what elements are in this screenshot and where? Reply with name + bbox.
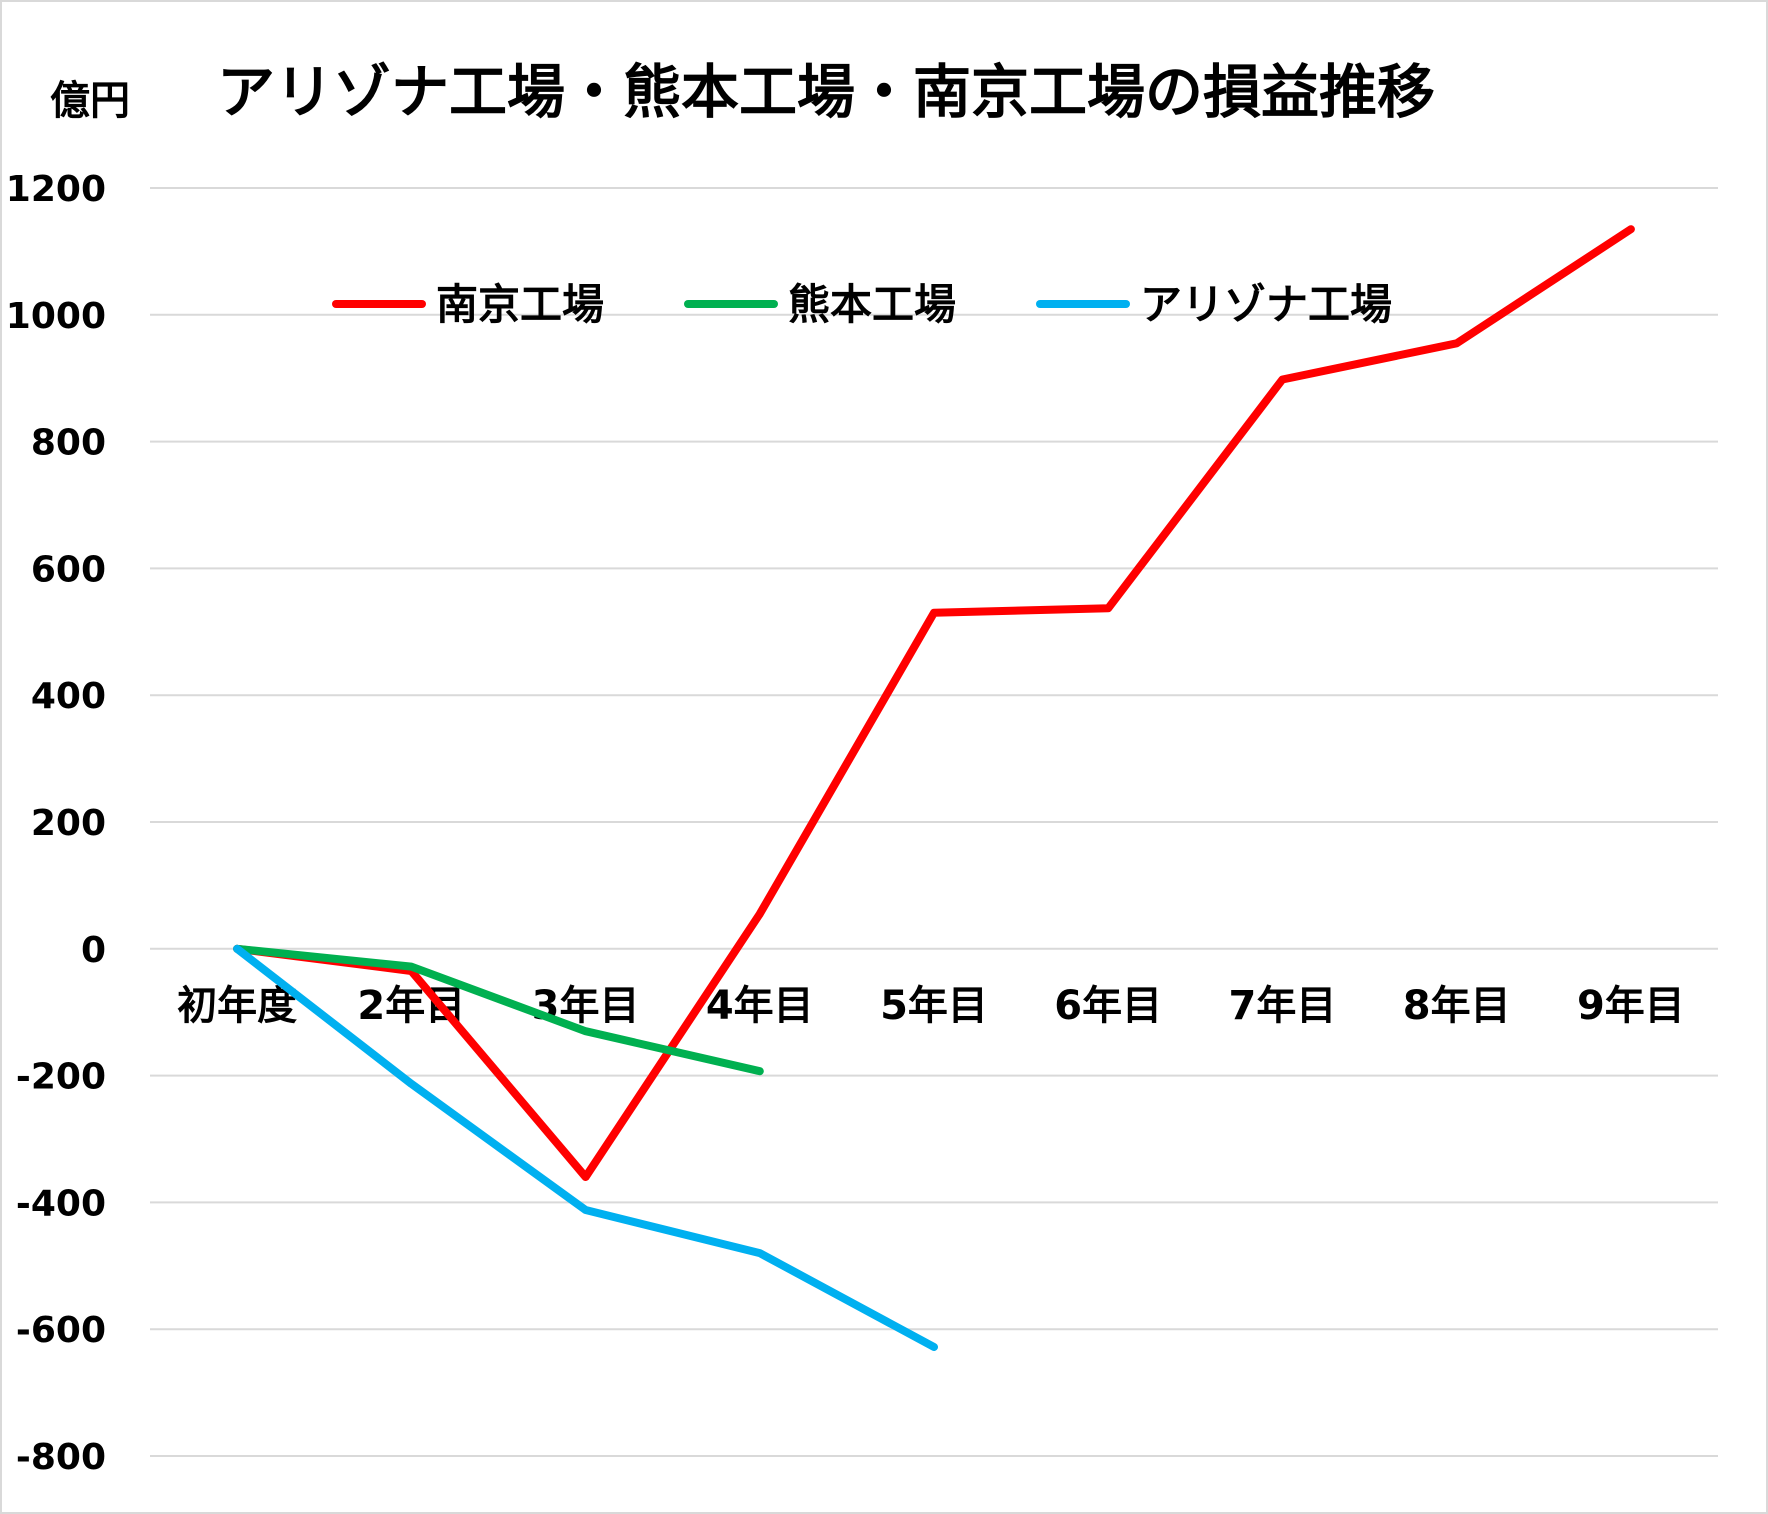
x-tick-label: 初年度 — [177, 983, 297, 1029]
y-tick-label: 600 — [31, 549, 106, 590]
legend-label: アリゾナ工場 — [1140, 280, 1392, 329]
gridlines — [150, 187, 1718, 1457]
x-tick-label: 2年目 — [357, 983, 465, 1029]
y-tick-label: 200 — [31, 803, 106, 844]
x-tick-label: 5年目 — [880, 983, 988, 1029]
y-axis-ticks: 1200 1000 800 600 400 200 0 -200 -400 -600 -800 — [6, 169, 106, 1478]
legend-label: 南京工場 — [436, 280, 604, 329]
y-tick-label: -200 — [16, 1057, 106, 1098]
y-tick-label: 1200 — [6, 169, 106, 210]
series-lines — [233, 225, 1635, 1351]
chart-title: アリゾナ工場・熊本工場・南京工場の損益推移 — [217, 58, 1435, 126]
y-tick-label: 400 — [31, 676, 106, 717]
y-tick-label: -600 — [16, 1310, 106, 1351]
x-tick-label: 3年目 — [532, 983, 640, 1029]
y-tick-label: 1000 — [6, 296, 106, 337]
x-tick-label: 8年目 — [1403, 983, 1511, 1029]
y-tick-label: -400 — [16, 1183, 106, 1224]
series-line-0 — [233, 225, 1635, 1181]
y-tick-label: -800 — [16, 1437, 106, 1478]
series-line-1 — [233, 944, 764, 1076]
series-line-2 — [233, 944, 938, 1351]
y-tick-label: 0 — [81, 930, 106, 971]
legend: 南京工場 熊本工場 アリゾナ工場 — [332, 280, 1392, 329]
x-tick-label: 6年目 — [1054, 983, 1162, 1029]
legend-label: 熊本工場 — [788, 280, 956, 329]
y-axis-unit-label: 億円 — [50, 78, 130, 124]
x-axis-ticks: 初年度 2年目 3年目 4年目 5年目 6年目 7年目 8年目 9年目 — [177, 983, 1685, 1029]
x-tick-label: 7年目 — [1229, 983, 1337, 1029]
x-tick-label: 9年目 — [1577, 983, 1685, 1029]
y-tick-label: 800 — [31, 423, 106, 464]
x-tick-label: 4年目 — [706, 983, 814, 1029]
